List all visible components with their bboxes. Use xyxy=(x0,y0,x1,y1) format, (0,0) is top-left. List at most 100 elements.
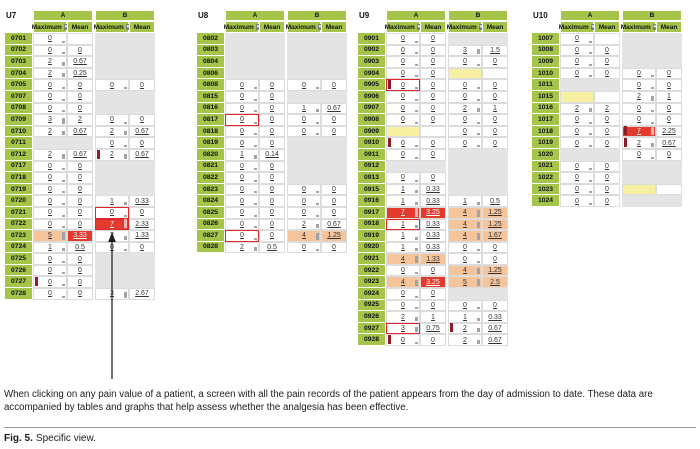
cell-b-max[interactable]: 0 xyxy=(287,206,321,219)
cell-b-max[interactable]: 2 xyxy=(448,334,482,347)
cell-a-max[interactable]: 0 xyxy=(560,67,594,80)
cell-a-max[interactable]: 0 xyxy=(386,264,420,277)
cell-b-max[interactable]: 1 xyxy=(448,311,482,323)
cell-a-max[interactable]: 0 xyxy=(560,172,594,184)
cell-a-max[interactable]: 0 xyxy=(225,183,259,196)
cell-b-mean[interactable]: 0 xyxy=(656,102,682,115)
cell-b-max[interactable]: 2 xyxy=(448,322,482,335)
cell-a-max[interactable]: 0 xyxy=(225,230,259,242)
cell-a-max[interactable]: 0 xyxy=(560,56,594,68)
cell-b-mean[interactable]: 2.33 xyxy=(129,218,155,231)
cell-a-mean[interactable]: 0 xyxy=(67,288,93,300)
cell-a-mean[interactable]: 0 xyxy=(420,137,446,149)
cell-b-max[interactable]: 0 xyxy=(287,79,321,91)
cell-b-mean[interactable]: 1.33 xyxy=(129,230,155,242)
cell-a-max[interactable]: 0 xyxy=(386,288,420,300)
cell-b-max[interactable]: 2 xyxy=(622,137,656,149)
cell-b-mean[interactable]: 0 xyxy=(656,114,682,126)
cell-b-max[interactable]: 0 xyxy=(622,67,656,80)
cell-a-mean[interactable]: 0 xyxy=(594,44,620,57)
cell-b-mean[interactable]: 0 xyxy=(129,206,155,219)
cell-a-max[interactable]: 0 xyxy=(33,253,67,265)
cell-a-mean[interactable]: 3.33 xyxy=(67,230,93,242)
cell-a-max[interactable]: 0 xyxy=(560,114,594,126)
cell-b-mean[interactable]: 2.25 xyxy=(656,125,682,138)
cell-a-max[interactable]: 0 xyxy=(386,114,420,126)
cell-a-mean[interactable]: 0 xyxy=(259,160,285,173)
cell-b-max[interactable]: 4 xyxy=(448,264,482,277)
cell-a-mean[interactable]: 0 xyxy=(420,102,446,115)
cell-b-max[interactable]: 0 xyxy=(622,148,656,161)
cell-a-mean[interactable]: 0 xyxy=(259,218,285,231)
cell-a-max[interactable]: 2 xyxy=(560,102,594,115)
cell-a-max[interactable]: 1 xyxy=(386,195,420,207)
cell-b-max[interactable]: 0 xyxy=(287,195,321,207)
cell-b-max[interactable]: 0 xyxy=(448,125,482,138)
cell-b-max[interactable]: 0 xyxy=(622,79,656,91)
cell-b-mean[interactable]: 0.67 xyxy=(656,137,682,149)
cell-b-mean[interactable]: 0.33 xyxy=(129,195,155,207)
cell-a-mean[interactable]: 0 xyxy=(594,125,620,138)
cell-b-mean[interactable]: 0 xyxy=(656,67,682,80)
cell-b-max[interactable]: 0 xyxy=(448,79,482,91)
cell-a-mean[interactable]: 0 xyxy=(67,206,93,219)
cell-a-mean[interactable]: 0 xyxy=(420,90,446,103)
cell-b-mean[interactable]: 0.5 xyxy=(482,195,508,207)
cell-b-mean[interactable]: 1.25 xyxy=(321,230,347,242)
cell-a-max[interactable]: 0 xyxy=(386,148,420,161)
cell-a-mean[interactable]: 0 xyxy=(67,276,93,289)
cell-b-mean[interactable]: 0 xyxy=(656,148,682,161)
cell-a-max[interactable]: 2 xyxy=(33,67,67,80)
cell-b-max[interactable]: 1 xyxy=(448,195,482,207)
cell-b-max[interactable]: 0 xyxy=(448,56,482,68)
cell-a-max[interactable]: 2 xyxy=(386,311,420,323)
cell-a-max[interactable]: 0 xyxy=(225,218,259,231)
filter-dropdown-icon[interactable]: ▾ xyxy=(478,24,484,30)
cell-b-max[interactable]: 1 xyxy=(287,102,321,115)
cell-a-max[interactable]: 1 xyxy=(225,148,259,161)
cell-b-mean[interactable]: 1.5 xyxy=(482,44,508,57)
cell-a-mean[interactable]: 0 xyxy=(67,195,93,207)
cell-b-mean[interactable]: 0 xyxy=(482,114,508,126)
cell-a-mean[interactable]: 0 xyxy=(67,183,93,196)
cell-a-mean[interactable]: 0 xyxy=(420,264,446,277)
cell-a-mean[interactable]: 0.5 xyxy=(67,241,93,254)
cell-a-max[interactable]: 0 xyxy=(225,125,259,138)
cell-b-mean[interactable]: 0.67 xyxy=(482,334,508,347)
cell-a-mean[interactable]: 0 xyxy=(420,114,446,126)
cell-b-max[interactable]: 0 xyxy=(95,114,129,126)
cell-a-max[interactable]: 0 xyxy=(225,206,259,219)
cell-a-mean[interactable]: 0.33 xyxy=(420,218,446,231)
cell-b-mean[interactable]: 0 xyxy=(129,241,155,254)
cell-a-max[interactable]: 0 xyxy=(225,102,259,115)
cell-b-mean[interactable]: 0.33 xyxy=(482,311,508,323)
cell-a-mean[interactable]: 0 xyxy=(67,172,93,184)
cell-a-max[interactable]: 0 xyxy=(560,195,594,207)
cell-b-mean[interactable]: 0 xyxy=(482,253,508,265)
cell-b-mean[interactable]: 0.67 xyxy=(129,148,155,161)
cell-a-mean[interactable]: 0 xyxy=(420,79,446,91)
cell-a-mean[interactable]: 0 xyxy=(420,67,446,80)
cell-a-mean[interactable]: 0 xyxy=(420,56,446,68)
cell-a-mean[interactable]: 0 xyxy=(259,183,285,196)
cell-a-max[interactable]: 0 xyxy=(386,334,420,347)
cell-b-max[interactable]: 0 xyxy=(95,206,129,219)
cell-a-max[interactable]: 2 xyxy=(33,125,67,138)
cell-a-max[interactable]: 0 xyxy=(560,183,594,196)
cell-a-mean[interactable]: 0.33 xyxy=(420,230,446,242)
cell-a-max[interactable]: 0 xyxy=(560,44,594,57)
cell-b-mean[interactable]: 0 xyxy=(482,241,508,254)
cell-a-mean[interactable]: 0 xyxy=(259,195,285,207)
cell-b-mean[interactable]: 0.67 xyxy=(482,322,508,335)
cell-a-mean[interactable]: 0.33 xyxy=(420,183,446,196)
cell-b-mean[interactable]: 0 xyxy=(482,137,508,149)
cell-a-max[interactable]: 0 xyxy=(225,172,259,184)
cell-a-max[interactable]: 0 xyxy=(33,206,67,219)
cell-a-max[interactable]: 0 xyxy=(225,160,259,173)
cell-a-mean[interactable]: 0 xyxy=(420,299,446,312)
cell-b-mean[interactable]: 0 xyxy=(129,137,155,149)
cell-b-max[interactable]: 0 xyxy=(287,241,321,254)
cell-a-max[interactable]: 0 xyxy=(33,172,67,184)
cell-a-max[interactable]: 0 xyxy=(386,137,420,149)
filter-dropdown-icon[interactable]: ▾ xyxy=(416,24,422,30)
